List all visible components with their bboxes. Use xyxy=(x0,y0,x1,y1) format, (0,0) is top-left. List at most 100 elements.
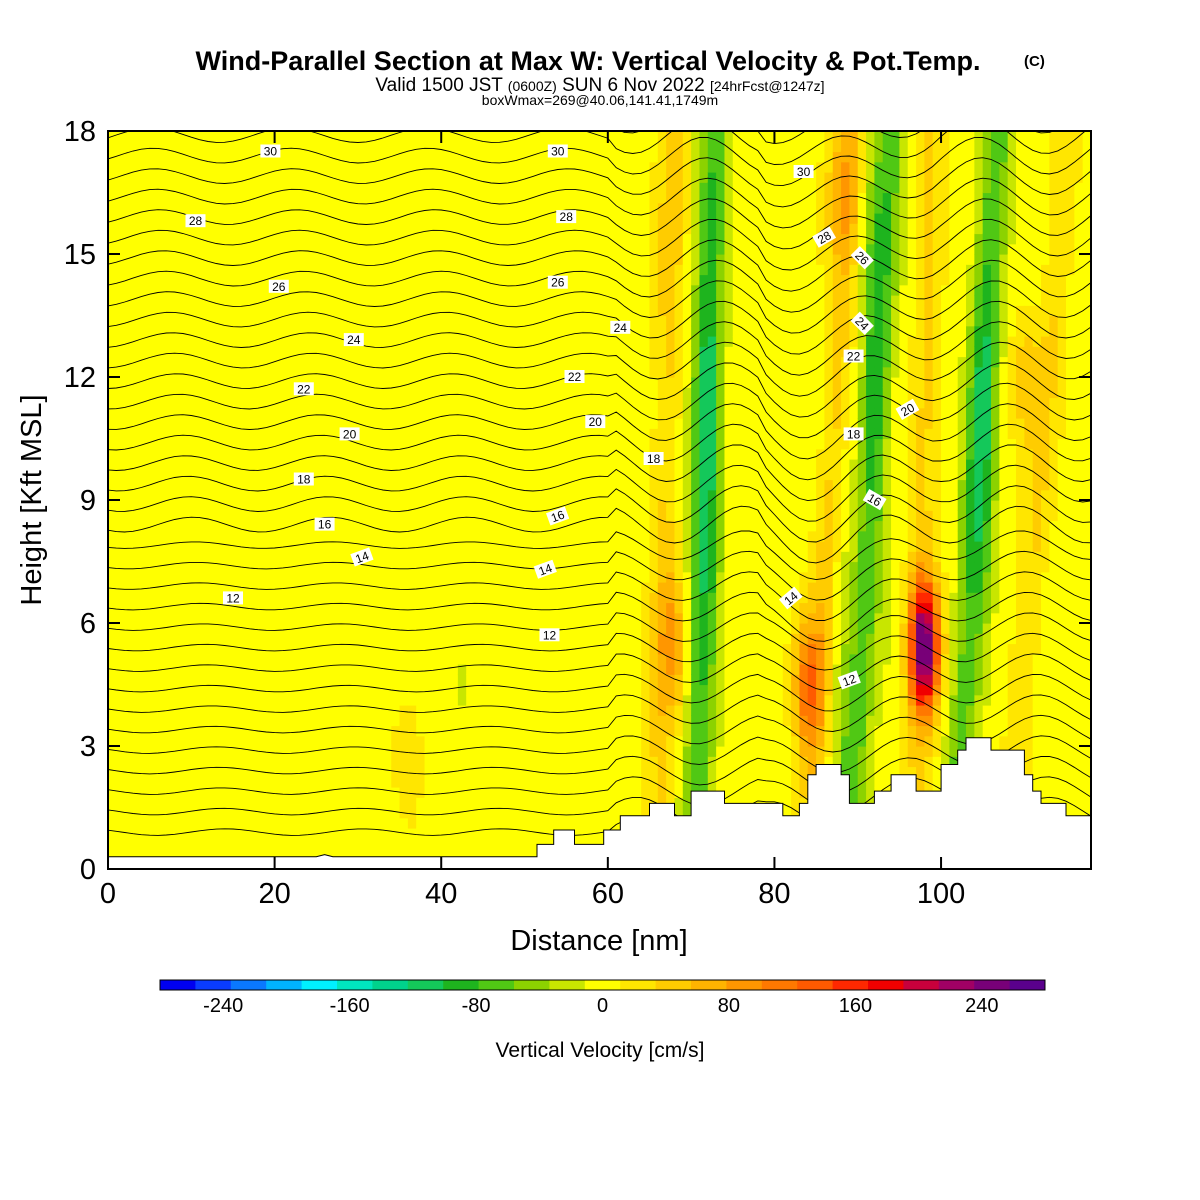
w-cell xyxy=(374,274,384,286)
w-cell xyxy=(382,684,392,696)
w-cell xyxy=(632,541,642,552)
w-cell xyxy=(391,551,401,563)
w-cell xyxy=(449,746,459,757)
w-cell xyxy=(216,592,226,604)
w-cell xyxy=(657,592,667,604)
w-cell xyxy=(391,541,401,552)
w-cell xyxy=(349,243,359,255)
w-cell xyxy=(232,735,242,747)
w-cell xyxy=(257,756,267,768)
w-cell xyxy=(491,592,501,604)
w-cell xyxy=(182,274,192,286)
w-cell xyxy=(257,684,267,696)
w-cell xyxy=(141,284,151,296)
w-cell xyxy=(124,561,134,573)
w-cell xyxy=(357,243,367,255)
w-cell xyxy=(374,592,384,604)
w-cell xyxy=(532,407,542,419)
w-cell xyxy=(116,418,126,429)
w-cell xyxy=(266,356,276,368)
w-cell xyxy=(474,807,484,819)
w-cell xyxy=(607,664,617,675)
w-cell xyxy=(191,848,201,860)
w-cell xyxy=(274,192,284,204)
w-cell xyxy=(299,336,309,347)
w-cell xyxy=(649,356,659,368)
w-cell xyxy=(657,397,667,409)
w-cell xyxy=(424,459,434,470)
w-cell xyxy=(424,756,434,768)
w-cell xyxy=(207,459,217,470)
w-cell xyxy=(366,346,376,358)
w-cell xyxy=(141,520,151,532)
w-cell xyxy=(282,633,292,645)
w-cell xyxy=(241,325,251,337)
w-cell xyxy=(432,254,442,265)
w-cell xyxy=(607,807,617,819)
w-cell xyxy=(474,551,484,563)
w-cell xyxy=(557,571,567,583)
w-cell xyxy=(482,428,492,440)
w-cell xyxy=(174,366,184,378)
w-cell xyxy=(566,254,576,265)
w-cell xyxy=(499,705,509,716)
w-cell xyxy=(266,520,276,532)
w-cell xyxy=(257,295,267,306)
w-cell xyxy=(324,397,334,409)
w-cell xyxy=(391,131,401,142)
w-cell xyxy=(207,715,217,727)
w-cell xyxy=(199,418,209,429)
w-cell xyxy=(432,582,442,593)
w-cell xyxy=(282,725,292,737)
w-cell xyxy=(666,643,676,655)
w-cell xyxy=(407,336,417,347)
w-cell xyxy=(641,592,651,604)
w-cell xyxy=(574,469,584,481)
w-cell xyxy=(607,182,617,194)
w-cell xyxy=(116,664,126,675)
w-cell xyxy=(582,633,592,645)
w-cell xyxy=(299,315,309,327)
w-cell xyxy=(674,336,684,347)
w-cell xyxy=(299,633,309,645)
w-cell xyxy=(174,172,184,183)
w-cell xyxy=(241,233,251,245)
w-cell xyxy=(249,766,259,778)
w-cell xyxy=(141,602,151,614)
w-cell xyxy=(632,684,642,696)
w-cell xyxy=(532,366,542,378)
w-cell xyxy=(241,192,251,204)
w-cell xyxy=(116,243,126,255)
w-cell xyxy=(616,787,626,798)
w-cell xyxy=(532,387,542,399)
w-cell xyxy=(116,807,126,819)
w-cell xyxy=(324,633,334,645)
w-cell xyxy=(282,192,292,204)
w-cell xyxy=(416,213,426,224)
w-cell xyxy=(108,151,117,163)
w-cell xyxy=(657,428,667,440)
w-cell xyxy=(307,284,317,296)
w-cell xyxy=(332,500,342,511)
w-cell xyxy=(124,551,134,563)
w-cell xyxy=(232,633,242,645)
w-cell xyxy=(374,336,384,347)
w-cell xyxy=(574,561,584,573)
w-cell xyxy=(182,623,192,634)
w-cell xyxy=(299,694,309,706)
w-cell xyxy=(374,776,384,788)
w-cell xyxy=(141,592,151,604)
w-cell xyxy=(316,438,326,450)
w-cell xyxy=(641,602,651,614)
w-cell xyxy=(674,192,684,204)
w-cell xyxy=(241,807,251,819)
w-cell xyxy=(374,305,384,317)
w-cell xyxy=(332,838,342,850)
w-cell xyxy=(616,182,626,194)
w-cell xyxy=(108,438,117,450)
w-cell xyxy=(341,817,351,829)
w-cell xyxy=(216,735,226,747)
w-cell xyxy=(641,161,651,173)
w-cell xyxy=(141,694,151,706)
w-cell xyxy=(407,172,417,183)
